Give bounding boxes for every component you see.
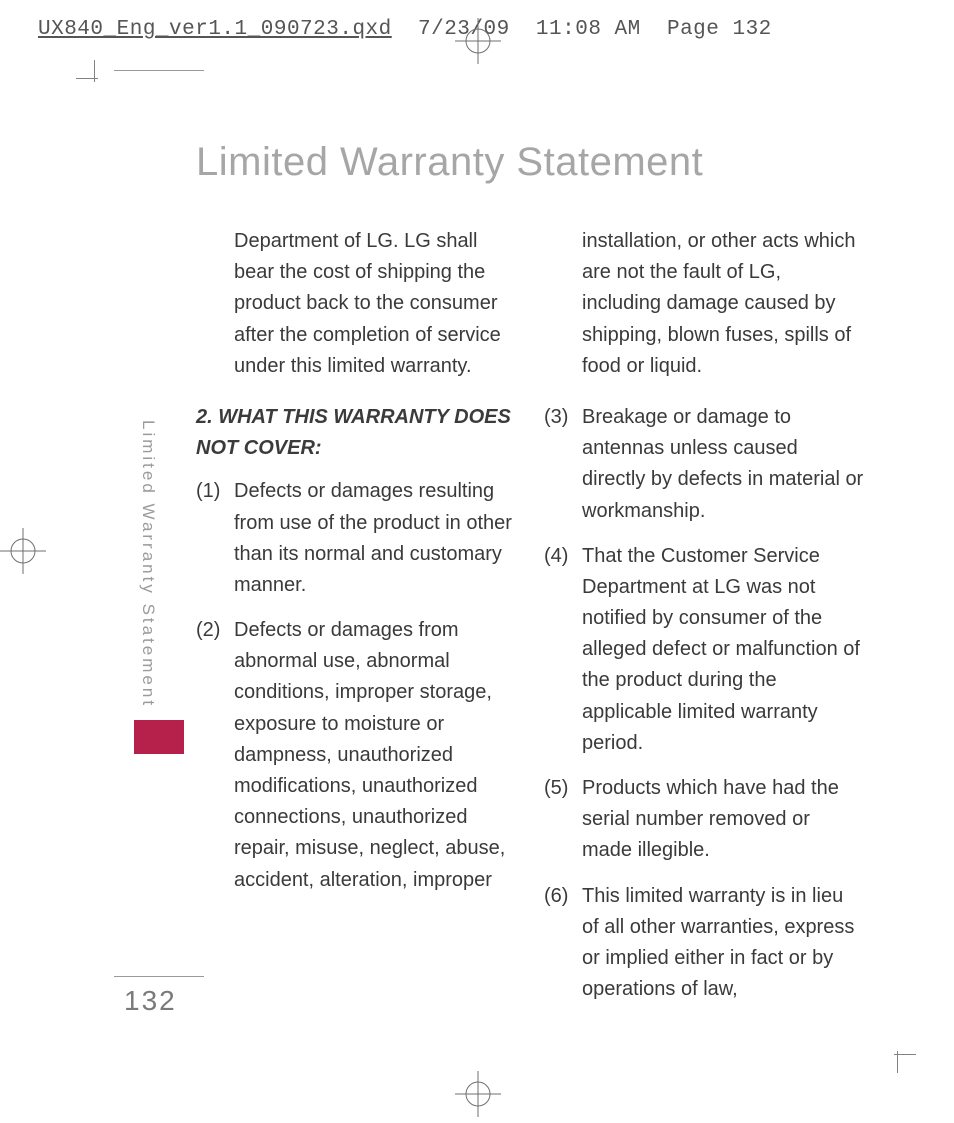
page-title: Limited Warranty Statement	[196, 140, 703, 185]
trim-line-top	[114, 70, 204, 71]
list-number: (2)	[196, 615, 234, 896]
list-text: This limited warranty is in lieu of all …	[582, 881, 864, 1006]
registration-mark-bottom	[455, 1071, 501, 1117]
registration-mark-left	[0, 528, 46, 574]
intro-paragraph: Department of LG. LG shall bear the cost…	[234, 226, 516, 382]
header-filename: UX840_Eng_ver1.1_090723.qxd	[38, 18, 392, 41]
continuation-paragraph: installation, or other acts which are no…	[582, 226, 864, 382]
left-column: Department of LG. LG shall bear the cost…	[196, 226, 516, 910]
list-text: That the Customer Service Department at …	[582, 541, 864, 759]
registration-mark-top	[455, 18, 501, 64]
list-number: (3)	[544, 402, 582, 527]
list-number: (4)	[544, 541, 582, 759]
page: UX840_Eng_ver1.1_090723.qxd 7/23/09 11:0…	[0, 0, 954, 1123]
trim-line-bottom	[114, 976, 204, 977]
prepress-header: UX840_Eng_ver1.1_090723.qxd 7/23/09 11:0…	[38, 18, 772, 41]
header-time: 11:08 AM	[536, 18, 641, 41]
list-item: (5) Products which have had the serial n…	[544, 773, 864, 867]
list-item: (3) Breakage or damage to antennas unles…	[544, 402, 864, 527]
list-number: (1)	[196, 476, 234, 601]
list-text: Products which have had the serial numbe…	[582, 773, 864, 867]
list-text: Defects or damages resulting from use of…	[234, 476, 516, 601]
list-text: Breakage or damage to antennas unless ca…	[582, 402, 864, 527]
list-item: (4) That the Customer Service Department…	[544, 541, 864, 759]
header-page: Page 132	[667, 18, 772, 41]
crop-mark-tl	[76, 60, 116, 100]
side-running-head: Limited Warranty Statement	[138, 420, 158, 708]
list-number: (6)	[544, 881, 582, 1006]
right-column: installation, or other acts which are no…	[544, 226, 864, 1019]
list-item: (1) Defects or damages resulting from us…	[196, 476, 516, 601]
side-accent-bar	[134, 720, 184, 754]
crop-mark-br	[876, 1033, 916, 1073]
list-item: (2) Defects or damages from abnormal use…	[196, 615, 516, 896]
list-item: (6) This limited warranty is in lieu of …	[544, 881, 864, 1006]
page-number: 132	[124, 985, 177, 1017]
list-text: Defects or damages from abnormal use, ab…	[234, 615, 516, 896]
section-subheading: 2. WHAT THIS WARRANTY DOES NOT COVER:	[196, 402, 516, 464]
list-number: (5)	[544, 773, 582, 867]
